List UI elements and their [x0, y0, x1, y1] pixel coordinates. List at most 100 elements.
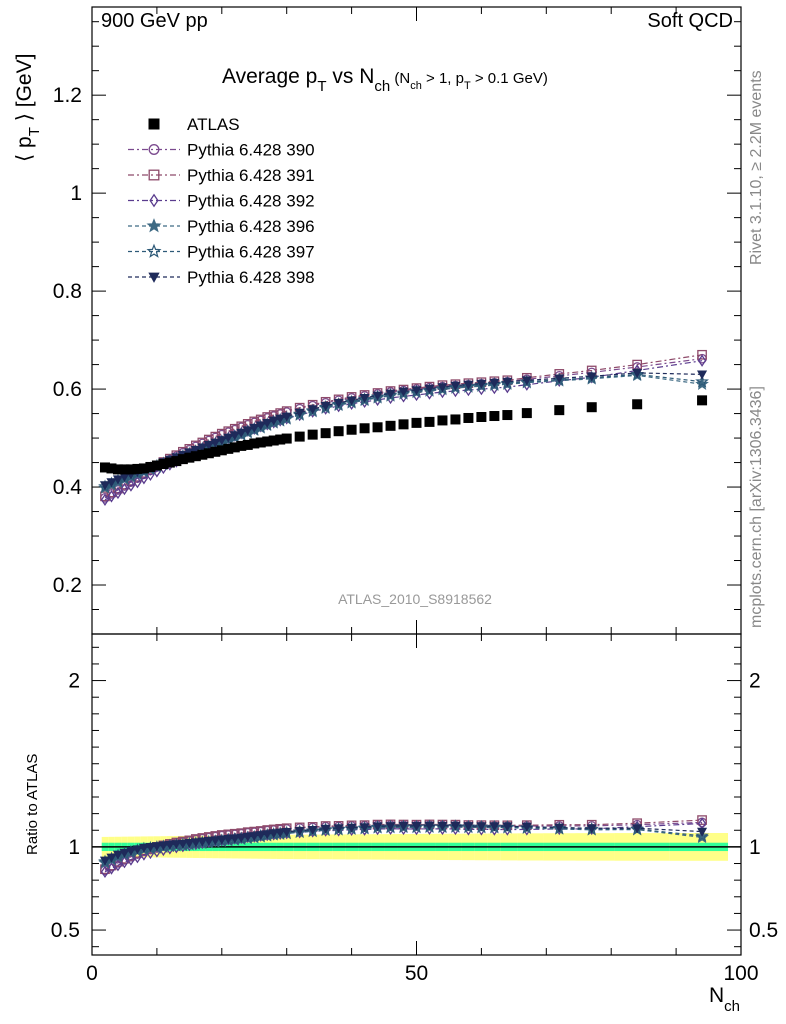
ratio-point: [502, 822, 513, 832]
atlas-data-point: [586, 402, 597, 413]
atlas-data-point: [99, 462, 110, 473]
ratio-point: [424, 821, 435, 831]
main-panel-frame: [91, 6, 742, 635]
analysis-label: ATLAS_2010_S8918562: [338, 591, 492, 607]
ratio-point: [107, 862, 116, 875]
ratio-y-tick-label: 1: [68, 836, 80, 859]
header-left: 900 GeV pp: [101, 10, 208, 32]
ratio-y-tick-label-right: 0.5: [749, 919, 778, 942]
ratio-point: [275, 828, 286, 838]
ratio-point: [372, 822, 383, 832]
data-point: [697, 370, 708, 380]
atlas-data-point: [138, 463, 149, 474]
ratio-point: [450, 821, 461, 831]
atlas-data-point: [398, 419, 409, 430]
atlas-data-point: [132, 463, 143, 474]
data-point: [450, 381, 461, 391]
ratio-y-tick-label: 0.5: [51, 919, 80, 942]
atlas-data-point: [106, 463, 117, 474]
atlas-data-point: [359, 423, 370, 434]
atlas-data-point: [450, 414, 461, 425]
legend-marker: [146, 243, 162, 258]
data-point: [424, 384, 435, 394]
data-point: [262, 419, 273, 429]
data-point: [359, 394, 370, 404]
data-point: [112, 475, 124, 485]
ratio-y-tick-label: 2: [68, 670, 80, 693]
data-point: [100, 493, 110, 506]
legend-item: Pythia 6.428 398: [128, 268, 315, 287]
ratio-point: [437, 821, 448, 832]
data-point: [411, 386, 422, 396]
atlas-data-point: [502, 410, 513, 421]
ratio-point: [697, 827, 708, 837]
data-point: [229, 431, 240, 441]
ratio-point: [262, 830, 273, 840]
atlas-data-point: [151, 460, 162, 471]
atlas-data-point: [190, 451, 201, 462]
x-tick-label: 100: [723, 962, 758, 985]
ratio-point: [242, 832, 253, 842]
data-point: [249, 423, 260, 434]
y-tick-label: 1: [70, 182, 82, 205]
ratio-point: [210, 836, 221, 846]
chart-title: Average pT vs Nch (Nch > 1, pT > 0.1 GeV…: [222, 65, 548, 95]
ratio-point: [346, 823, 357, 833]
legend-marker: [146, 218, 162, 233]
ratio-point: [203, 837, 214, 847]
data-point: [120, 482, 129, 496]
data-point: [294, 408, 305, 418]
ratio-point: [164, 840, 175, 850]
data-point: [502, 377, 513, 387]
atlas-data-point: [463, 412, 474, 423]
data-point: [281, 412, 292, 422]
ratio-point: [236, 833, 247, 843]
legend-item: Pythia 6.428 391: [128, 166, 315, 185]
legend-label: Pythia 6.428 390: [187, 141, 315, 160]
ratio-axes: 0.5 0.5 1 1 2 2: [51, 634, 778, 955]
y-tick-label: 0.8: [53, 280, 82, 303]
legend: ATLAS Pythia 6.428 390 Pythia 6.428 391 Pyt…: [128, 115, 315, 287]
legend-label: Pythia 6.428 391: [187, 166, 315, 185]
data-point: [106, 478, 117, 488]
atlas-data-point: [177, 454, 188, 465]
data-point: [139, 472, 149, 485]
data-point: [437, 383, 448, 393]
legend-item: Pythia 6.428 390: [128, 141, 315, 160]
legend-marker: [148, 144, 160, 155]
ratio-point: [255, 831, 266, 841]
atlas-data-point: [554, 405, 565, 416]
data-point: [697, 349, 707, 360]
data-point: [385, 389, 396, 399]
ratio-series-group: [98, 815, 709, 879]
ratio-series-pythia-6-428-398: [99, 821, 708, 866]
series-atlas: [99, 395, 708, 475]
ratio-point: [320, 824, 331, 834]
atlas-data-point: [262, 436, 273, 447]
ratio-point: [125, 846, 136, 856]
data-point: [489, 378, 500, 388]
ratio-point: [632, 824, 643, 834]
atlas-data-point: [489, 411, 500, 422]
data-point: [476, 379, 487, 389]
ratio-point: [216, 835, 227, 845]
data-point: [268, 416, 279, 426]
atlas-data-point: [385, 420, 396, 431]
legend-label: Pythia 6.428 392: [187, 192, 315, 211]
data-point: [632, 369, 643, 379]
atlas-data-point: [229, 442, 240, 453]
ratio-point: [359, 823, 370, 833]
ratio-point: [106, 853, 117, 863]
series-line: [104, 360, 703, 501]
data-point: [113, 486, 123, 500]
atlas-data-point: [346, 424, 357, 435]
atlas-data-point: [210, 446, 221, 457]
data-point: [210, 438, 221, 448]
data-point: [275, 414, 286, 424]
ratio-point: [190, 838, 201, 848]
x-axis-label: Nch: [709, 984, 740, 1015]
legend-marker: [149, 193, 159, 208]
legend-label: Pythia 6.428 397: [187, 243, 315, 262]
ratio-point: [249, 832, 260, 842]
atlas-data-point: [249, 438, 260, 449]
